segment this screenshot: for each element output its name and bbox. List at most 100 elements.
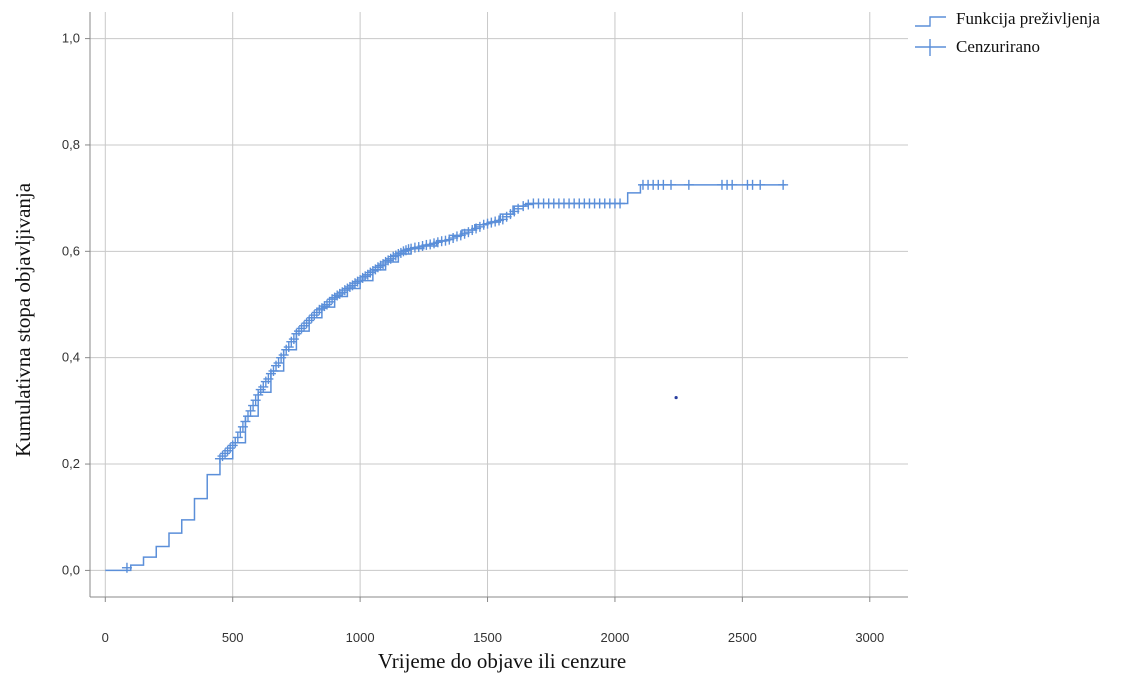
censored-mark [316,303,327,314]
annotations [674,395,678,400]
censored-mark [350,278,361,289]
x-tick-label: 1500 [473,630,502,645]
censored-mark [273,358,284,368]
censored-mark [248,400,259,411]
censored-mark [220,448,231,459]
y-axis-title: Kumulativna stopa objavljivanja [11,182,35,457]
x-tick-label: 2000 [600,630,629,645]
censored-mark [357,272,368,283]
censored-mark [225,443,236,454]
censored-mark [311,307,322,318]
y-tick-label: 0,6 [62,243,80,258]
censored-mark [227,440,238,451]
censored-mark [309,310,320,321]
censored-mark [253,389,264,400]
censored-mark [222,445,233,456]
censored-mark [727,179,738,190]
censored-mark [666,179,677,190]
censored-mark [291,328,302,339]
censored-mark [327,294,338,305]
legend-survival-symbol [915,16,946,27]
censored-mark [380,256,391,267]
censored-mark [352,276,363,287]
censored-mark [398,246,409,257]
censored-mark [367,265,378,276]
censored-mark [683,179,694,190]
censored-mark [778,179,789,190]
y-tick-label: 0,8 [62,137,80,152]
censored-mark [388,251,399,262]
censored-mark [360,271,371,282]
censored-mark [260,376,271,387]
y-tick-label: 0,2 [62,456,80,471]
axes [89,12,908,598]
censored-mark [283,342,294,353]
censored-mark [301,318,312,329]
y-tick-label: 0,4 [62,350,80,365]
censored-mark [324,296,335,307]
censored-mark [329,292,340,303]
censored-mark [518,201,529,212]
censored-mark [258,381,269,392]
censored-mark [237,421,248,432]
censored-mark [523,199,534,210]
censored-mark [250,395,261,406]
censored-mark [217,451,228,462]
censored-mark [306,312,317,323]
x-tick-label: 3000 [855,630,884,645]
legend-label-censored: Cenzurirano [956,37,1040,56]
grid-lines [90,12,908,597]
censored-mark [393,248,404,259]
censored-mark [344,281,355,292]
censored-mark [337,287,348,298]
censored-mark [362,269,373,280]
censored-mark [235,427,246,438]
censored-mark [342,283,353,294]
legend-label-survival: Funkcija preživljenja [956,9,1100,28]
censored-mark [121,562,132,573]
censored-mark [288,334,299,345]
censored-mark [513,203,524,214]
x-tick-label: 0 [102,630,109,645]
x-axis-title: Vrijeme do objave ili cenzure [378,649,626,673]
censored-mark [400,245,411,256]
censored-mark [232,432,243,443]
censored-mark [214,453,225,464]
censored-mark [276,352,287,363]
x-tick-label: 500 [222,630,244,645]
censored-mark [268,365,279,376]
censored-mark [372,262,383,273]
censored-mark [304,315,315,326]
x-tick-label: 2500 [728,630,757,645]
censored-mark [370,264,381,275]
censored-mark [296,323,307,334]
censored-marks [121,179,789,573]
censored-mark [278,350,289,361]
censored-mark [319,301,330,312]
censored-mark [390,250,401,261]
censored-mark [334,288,345,299]
censored-mark [385,253,396,264]
censored-mark [332,290,343,301]
censored-mark [755,179,766,190]
censored-mark [255,384,266,395]
annotation-dot-0 [674,395,678,400]
censored-mark [271,360,282,371]
censored-mark [365,267,376,278]
censored-mark [286,336,297,347]
censored-mark [265,368,276,379]
legend: Funkcija preživljenja Cenzurirano [915,9,1100,56]
censored-mark [355,275,366,286]
censored-mark [314,304,325,315]
censored-mark [347,280,358,291]
censored-mark [242,411,253,422]
x-tick-labels: 0 500 1000 1500 2000 2500 3000 [102,597,884,645]
censored-mark [263,373,274,384]
censored-mark [375,260,386,271]
censored-mark [395,247,406,258]
censored-mark [230,437,241,448]
y-tick-label: 0,0 [62,562,80,577]
censored-mark [281,344,292,355]
y-tick-label: 1,0 [62,31,80,46]
